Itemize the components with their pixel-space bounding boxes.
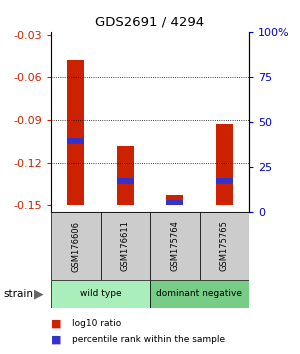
Text: ▶: ▶ — [34, 287, 44, 300]
Text: percentile rank within the sample: percentile rank within the sample — [72, 335, 225, 344]
Bar — [51, 212, 100, 280]
Text: dominant negative: dominant negative — [157, 289, 242, 298]
Text: ■: ■ — [51, 319, 62, 329]
Text: GSM176611: GSM176611 — [121, 221, 130, 272]
Text: GSM176606: GSM176606 — [71, 221, 80, 272]
Bar — [150, 280, 249, 308]
Bar — [51, 280, 150, 308]
Bar — [100, 212, 150, 280]
Bar — [117, 145, 134, 205]
Text: wild type: wild type — [80, 289, 121, 298]
Bar — [67, 138, 84, 144]
Bar — [216, 178, 233, 184]
Text: ■: ■ — [51, 335, 62, 345]
Text: GDS2691 / 4294: GDS2691 / 4294 — [95, 16, 205, 29]
Text: GSM175764: GSM175764 — [170, 221, 179, 272]
Bar — [216, 124, 233, 205]
Text: strain: strain — [3, 289, 33, 299]
Bar — [67, 60, 84, 205]
Bar — [117, 178, 134, 184]
Bar — [166, 200, 183, 205]
Text: GSM175765: GSM175765 — [220, 221, 229, 272]
Bar — [166, 195, 183, 205]
Text: log10 ratio: log10 ratio — [72, 319, 121, 329]
Bar — [200, 212, 249, 280]
Bar — [150, 212, 200, 280]
